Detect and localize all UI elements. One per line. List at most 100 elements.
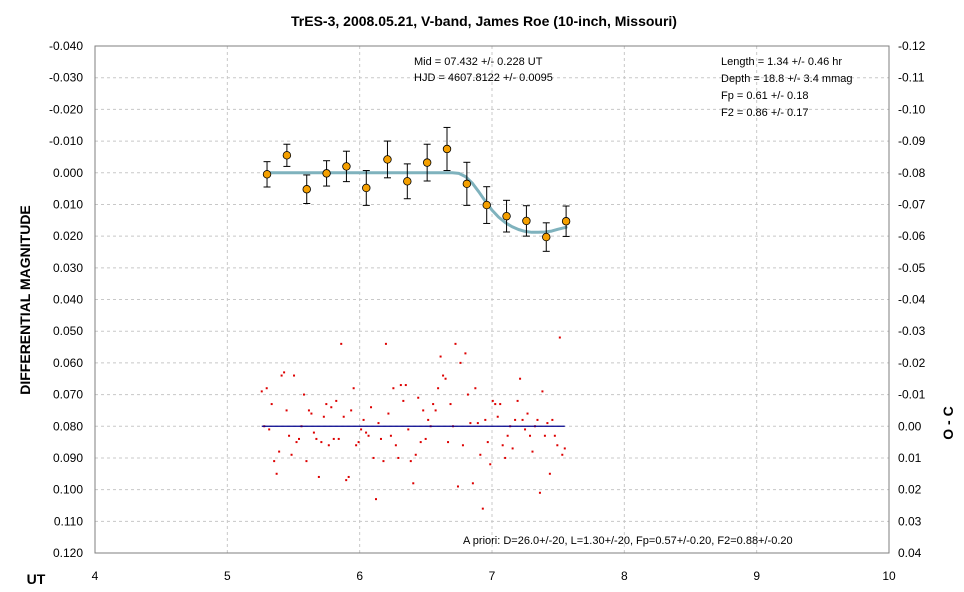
y2-tick-label: -0.10 — [898, 102, 926, 116]
residual-point — [437, 387, 440, 390]
residual-point — [302, 393, 305, 396]
residual-point — [394, 444, 397, 447]
residual-point — [521, 418, 524, 421]
residual-point — [427, 418, 430, 421]
residual-point — [384, 342, 387, 345]
x-axis-label: UT — [27, 571, 46, 587]
residual-point — [332, 437, 335, 440]
residual-point — [432, 403, 435, 406]
x-tick-label: 6 — [356, 569, 363, 583]
residual-point — [524, 428, 527, 431]
residual-point — [461, 444, 464, 447]
y-tick-label: 0.040 — [53, 293, 83, 307]
residual-point — [558, 336, 561, 339]
residual-point — [382, 460, 385, 463]
y-tick-label: 0.020 — [53, 229, 83, 243]
x-tick-label: 8 — [621, 569, 628, 583]
y-tick-label: 0.110 — [54, 514, 83, 528]
y2-tick-label: -0.11 — [898, 71, 925, 85]
y-tick-label: 0.050 — [53, 324, 83, 338]
residual-point — [479, 453, 482, 456]
residual-point — [275, 472, 278, 475]
residual-point — [337, 437, 340, 440]
y-tick-label: 0.010 — [53, 197, 83, 211]
residual-point — [260, 390, 263, 393]
residual-point — [330, 406, 333, 409]
y2-tick-label: -0.12 — [898, 39, 926, 53]
binned-point — [282, 151, 292, 160]
y2-tick-label: 0.01 — [898, 451, 922, 465]
residual-point — [551, 418, 554, 421]
y2-tick-label: -0.07 — [898, 197, 926, 211]
binned-point — [422, 158, 432, 167]
residual-point — [484, 418, 487, 421]
y-tick-label: 0.100 — [53, 483, 83, 497]
residual-point — [407, 428, 410, 431]
residual-point — [360, 428, 363, 431]
residual-point — [489, 463, 492, 466]
residual-point — [506, 434, 509, 437]
y-tick-label: 0.080 — [53, 419, 83, 433]
residual-point — [444, 377, 447, 380]
plot-frame — [94, 45, 890, 554]
residual-point — [367, 434, 370, 437]
x-tick-label: 4 — [92, 569, 99, 583]
y2-tick-label: -0.06 — [898, 229, 926, 243]
residual-point — [387, 412, 390, 415]
residual-point — [447, 441, 450, 444]
y2-tick-label: -0.01 — [898, 388, 926, 402]
y-tick-label: 0.030 — [53, 261, 83, 275]
annotation-length: Length = 1.34 +/- 0.46 hr — [721, 56, 842, 68]
residual-point — [519, 377, 522, 380]
residual-point — [434, 409, 437, 412]
residual-point — [409, 460, 412, 463]
y-axis-label: DIFFERENTIAL MAGNITUDE — [17, 205, 33, 395]
y2-tick-labels: -0.12 -0.11 -0.10 -0.09 -0.08 -0.07 -0.06 -0.05… — [898, 39, 926, 560]
residual-point — [504, 456, 507, 459]
binned-point — [482, 200, 491, 210]
residual-point — [312, 431, 315, 434]
residual-point — [325, 403, 328, 406]
residual-point — [327, 444, 330, 447]
binned-point — [542, 232, 551, 242]
residual-point — [389, 434, 392, 437]
residual-point — [307, 409, 310, 412]
residual-point — [454, 342, 457, 345]
y2-tick-label: -0.04 — [898, 293, 926, 307]
residual-point — [305, 460, 308, 463]
residual-point — [404, 384, 407, 387]
binned-point — [502, 211, 511, 221]
residual-point — [399, 384, 402, 387]
residual-point — [342, 415, 345, 418]
binned-point — [302, 185, 311, 194]
residual-point — [340, 342, 343, 345]
annotation-f2: F2 = 0.86 +/- 0.17 — [721, 107, 808, 119]
residual-points — [260, 336, 566, 510]
residual-point — [335, 399, 338, 402]
residual-point — [365, 431, 368, 434]
binned-point — [342, 162, 351, 171]
residual-point — [270, 403, 273, 406]
residual-point — [541, 390, 544, 393]
residual-point — [561, 453, 564, 456]
y2-tick-label: -0.09 — [898, 134, 926, 148]
residual-point — [439, 355, 442, 358]
y2-tick-label: 0.03 — [898, 514, 922, 528]
model-line — [265, 171, 568, 234]
residual-point — [278, 450, 281, 453]
residual-point — [414, 453, 417, 456]
residual-point — [494, 403, 497, 406]
residual-point — [412, 482, 415, 485]
binned-points — [262, 126, 571, 252]
residual-point — [466, 393, 469, 396]
residual-point — [417, 396, 420, 399]
residual-point — [362, 418, 365, 421]
residual-point — [538, 491, 541, 494]
y2-tick-label: -0.03 — [898, 324, 926, 338]
residual-point — [377, 422, 380, 425]
residual-point — [285, 409, 288, 412]
residual-point — [265, 387, 268, 390]
y2-tick-label: 0.02 — [898, 483, 922, 497]
residual-point — [529, 434, 532, 437]
